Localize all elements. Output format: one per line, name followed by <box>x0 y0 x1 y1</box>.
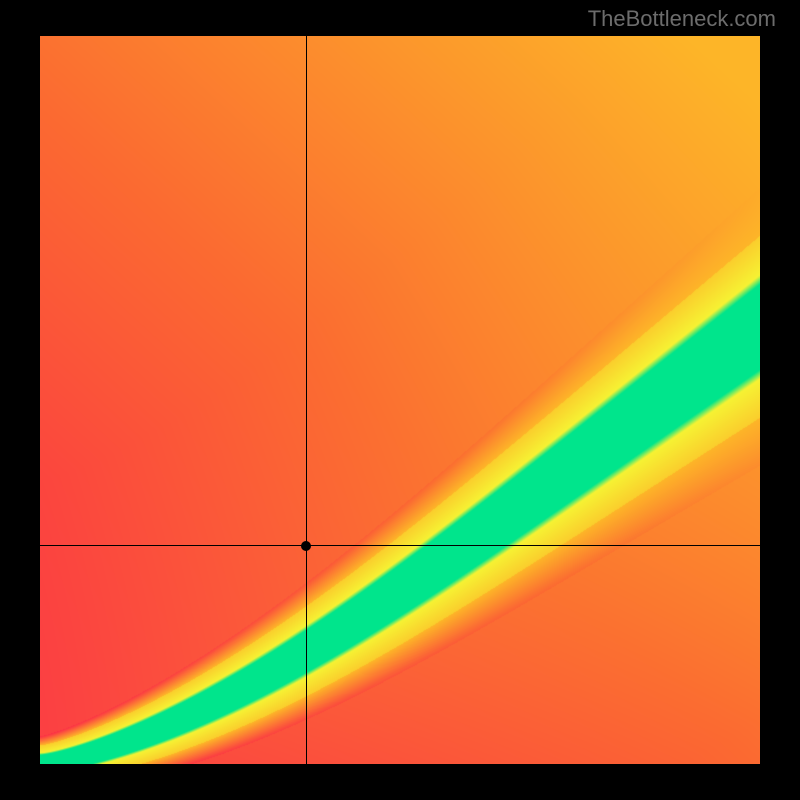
crosshair-marker-dot <box>301 541 311 551</box>
heatmap-canvas <box>40 36 760 764</box>
root-container: TheBottleneck.com <box>0 0 800 800</box>
crosshair-horizontal-line <box>40 545 760 546</box>
heatmap-plot-area <box>40 36 760 764</box>
watermark-text: TheBottleneck.com <box>588 6 776 32</box>
crosshair-vertical-line <box>306 36 307 764</box>
